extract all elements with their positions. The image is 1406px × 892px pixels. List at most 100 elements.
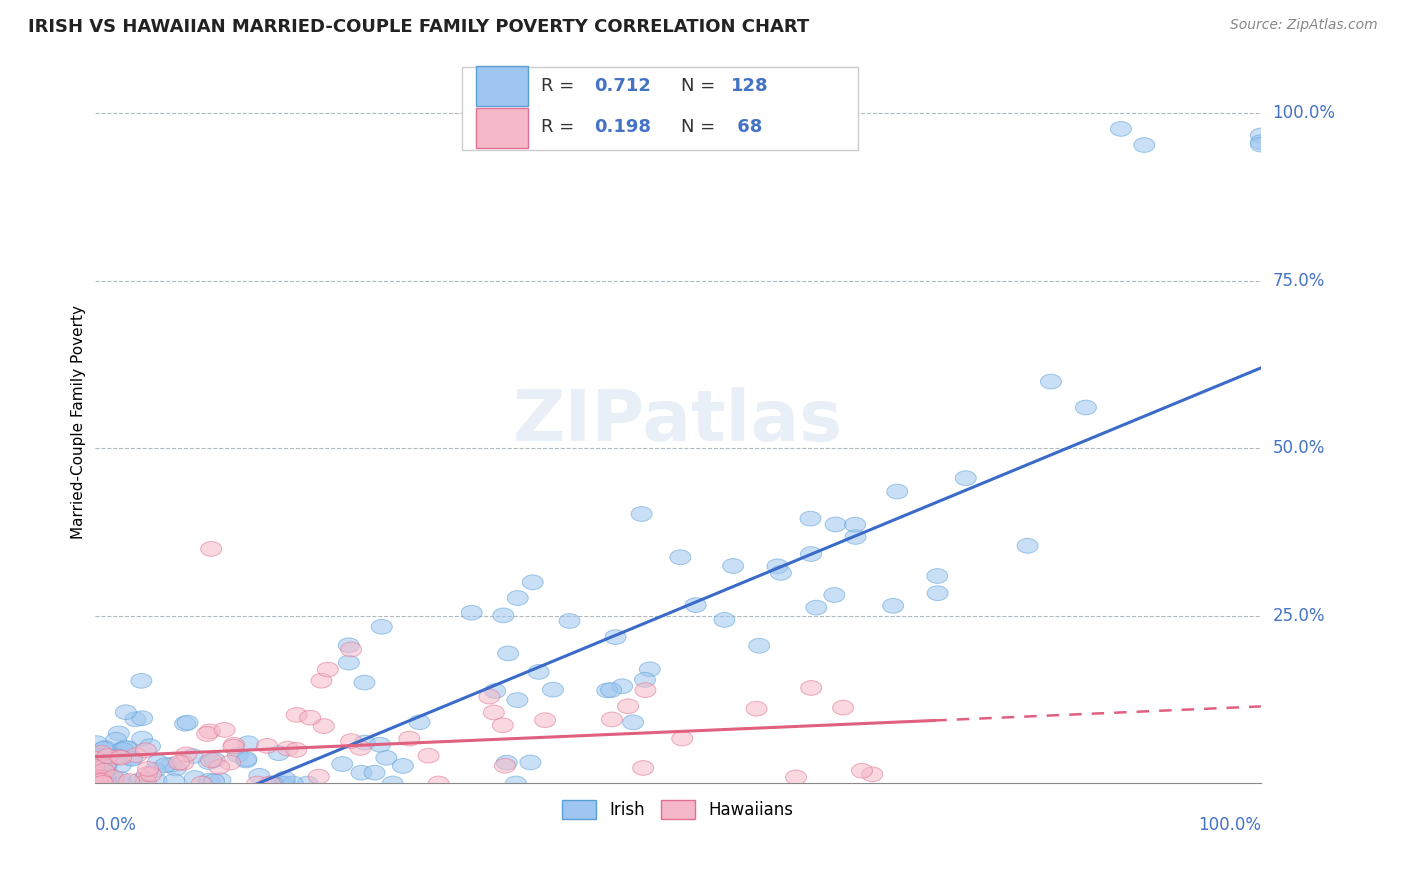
Ellipse shape (297, 776, 318, 791)
Ellipse shape (845, 530, 866, 544)
Ellipse shape (669, 549, 690, 565)
FancyBboxPatch shape (463, 67, 859, 150)
Ellipse shape (479, 690, 501, 704)
FancyBboxPatch shape (477, 66, 529, 106)
Ellipse shape (224, 738, 245, 752)
Ellipse shape (256, 739, 277, 753)
Ellipse shape (340, 642, 361, 657)
Ellipse shape (723, 558, 744, 574)
Ellipse shape (634, 673, 655, 687)
Ellipse shape (249, 768, 270, 783)
Ellipse shape (209, 772, 231, 788)
Ellipse shape (163, 773, 184, 789)
Ellipse shape (339, 638, 359, 653)
Ellipse shape (138, 762, 159, 776)
Ellipse shape (277, 741, 298, 756)
Ellipse shape (131, 673, 152, 689)
Ellipse shape (136, 767, 157, 781)
Ellipse shape (108, 750, 129, 764)
Ellipse shape (623, 715, 644, 730)
Ellipse shape (86, 768, 107, 783)
Ellipse shape (496, 756, 517, 770)
Ellipse shape (200, 724, 221, 739)
Ellipse shape (94, 740, 115, 756)
Ellipse shape (121, 751, 142, 766)
Ellipse shape (135, 743, 156, 757)
Ellipse shape (96, 772, 117, 786)
Ellipse shape (148, 755, 169, 770)
Ellipse shape (311, 673, 332, 688)
Ellipse shape (314, 719, 335, 733)
Ellipse shape (146, 773, 167, 788)
Ellipse shape (132, 711, 153, 725)
Ellipse shape (84, 770, 105, 785)
Ellipse shape (262, 776, 283, 791)
Ellipse shape (139, 739, 160, 754)
Ellipse shape (800, 511, 821, 526)
Ellipse shape (283, 776, 304, 791)
Ellipse shape (238, 736, 259, 750)
Ellipse shape (418, 748, 439, 763)
Text: 128: 128 (731, 77, 769, 95)
Ellipse shape (91, 746, 112, 760)
Ellipse shape (375, 750, 396, 765)
Ellipse shape (633, 761, 654, 775)
Ellipse shape (332, 756, 353, 772)
Ellipse shape (1017, 539, 1038, 553)
Ellipse shape (529, 665, 550, 680)
Ellipse shape (354, 735, 375, 750)
Ellipse shape (596, 683, 617, 698)
Ellipse shape (770, 566, 792, 580)
Ellipse shape (97, 748, 118, 764)
Ellipse shape (122, 750, 143, 765)
Ellipse shape (800, 681, 821, 696)
Ellipse shape (508, 693, 527, 707)
Ellipse shape (112, 741, 134, 756)
Ellipse shape (87, 759, 108, 773)
Ellipse shape (883, 599, 904, 613)
Text: R =: R = (541, 119, 581, 136)
Ellipse shape (91, 759, 112, 774)
Text: 25.0%: 25.0% (1272, 607, 1324, 625)
Ellipse shape (132, 731, 153, 746)
Ellipse shape (747, 701, 768, 716)
Text: 100.0%: 100.0% (1198, 816, 1261, 834)
Ellipse shape (636, 682, 657, 698)
Ellipse shape (204, 774, 225, 789)
Legend: Irish, Hawaiians: Irish, Hawaiians (555, 793, 800, 826)
Ellipse shape (135, 775, 156, 789)
Ellipse shape (409, 714, 430, 730)
Ellipse shape (1250, 135, 1271, 150)
Ellipse shape (174, 716, 195, 731)
Ellipse shape (86, 772, 107, 787)
Ellipse shape (274, 776, 295, 791)
Ellipse shape (299, 710, 321, 725)
Ellipse shape (90, 771, 111, 785)
Ellipse shape (269, 746, 290, 761)
Text: 50.0%: 50.0% (1272, 440, 1324, 458)
Ellipse shape (600, 682, 621, 698)
Text: 0.0%: 0.0% (94, 816, 136, 834)
Text: IRISH VS HAWAIIAN MARRIED-COUPLE FAMILY POVERTY CORRELATION CHART: IRISH VS HAWAIIAN MARRIED-COUPLE FAMILY … (28, 18, 810, 36)
Ellipse shape (208, 759, 229, 774)
Ellipse shape (93, 764, 114, 778)
Ellipse shape (505, 776, 526, 791)
Ellipse shape (955, 471, 976, 485)
Ellipse shape (1250, 137, 1271, 152)
Ellipse shape (197, 727, 218, 741)
Ellipse shape (160, 757, 181, 772)
Ellipse shape (495, 758, 516, 773)
Ellipse shape (94, 759, 115, 773)
Ellipse shape (1250, 128, 1271, 143)
Ellipse shape (184, 771, 205, 785)
Ellipse shape (155, 758, 176, 772)
Ellipse shape (198, 755, 219, 770)
Ellipse shape (115, 705, 136, 720)
Ellipse shape (640, 662, 661, 677)
Ellipse shape (508, 591, 529, 606)
Ellipse shape (86, 773, 107, 789)
Ellipse shape (110, 758, 131, 772)
Ellipse shape (631, 507, 652, 521)
Text: R =: R = (541, 77, 581, 95)
Ellipse shape (605, 630, 626, 644)
